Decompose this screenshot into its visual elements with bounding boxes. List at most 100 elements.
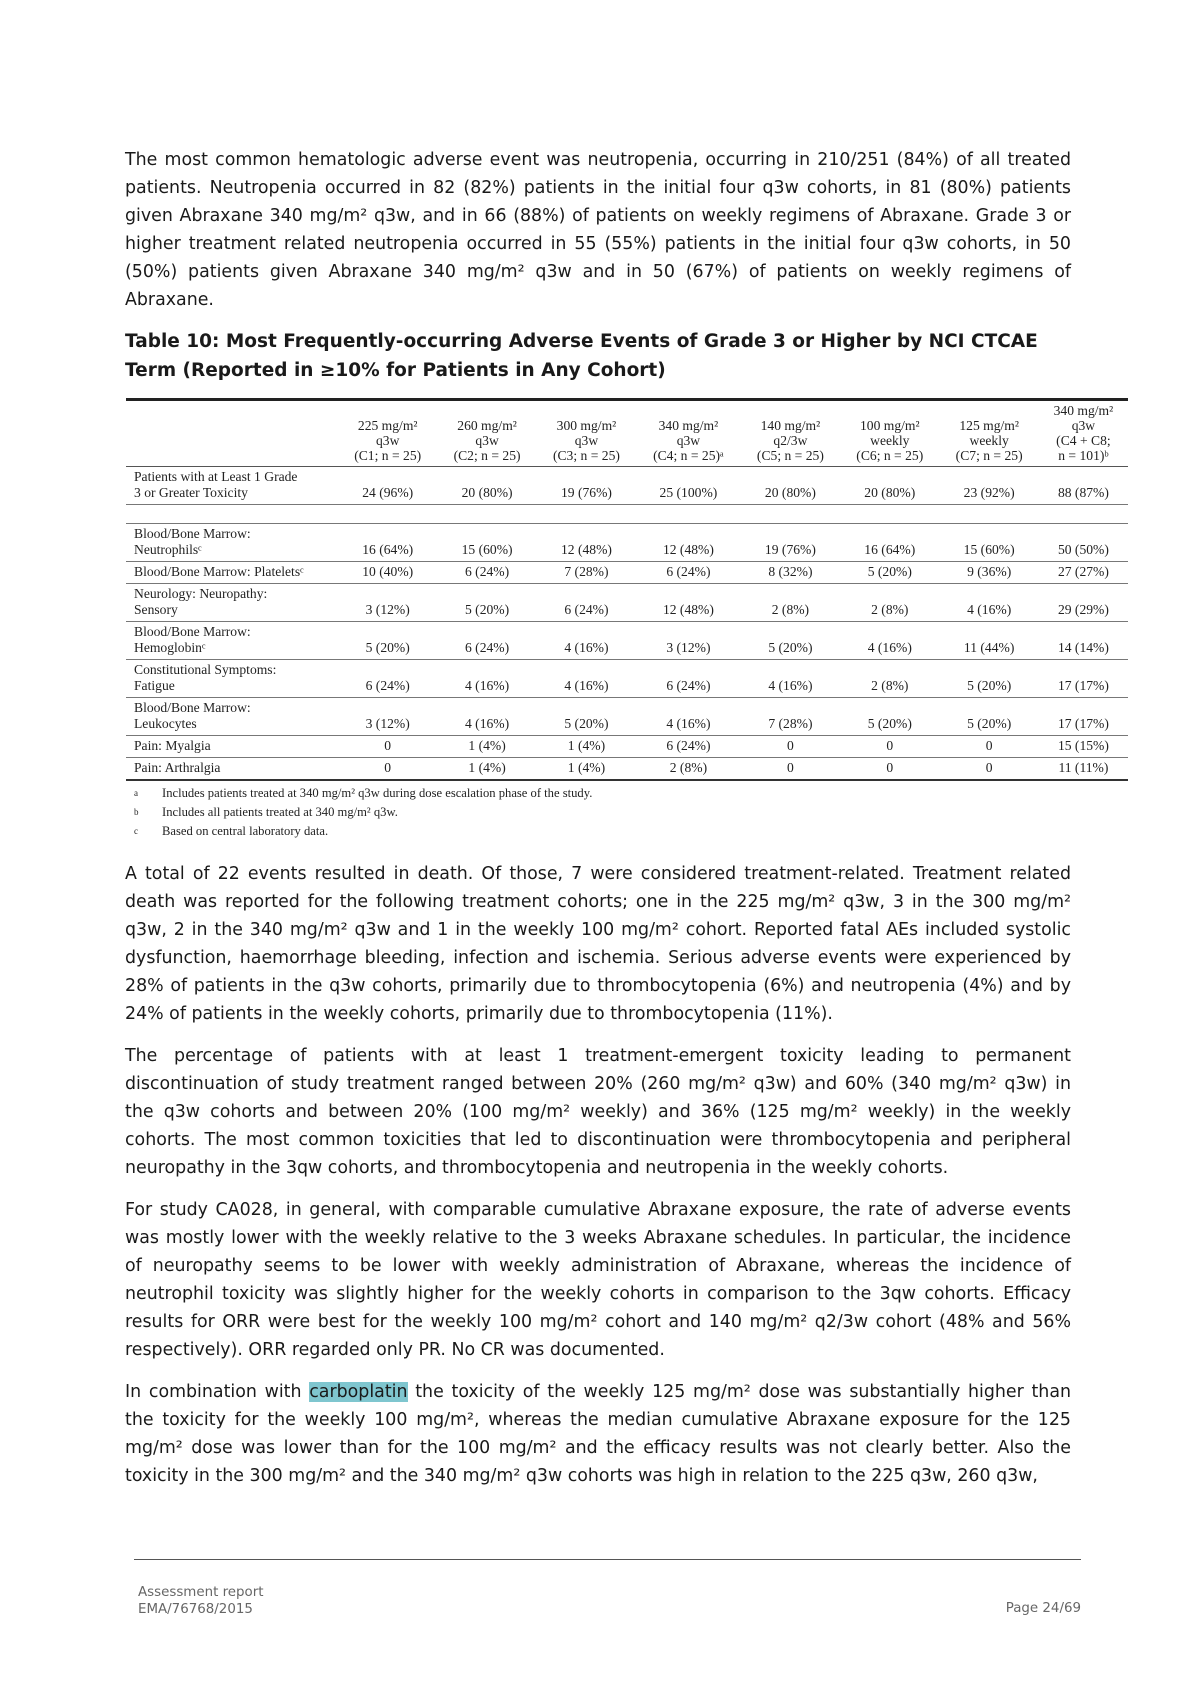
table-cell: 16 (64%) bbox=[864, 542, 916, 557]
table-cell: 12 (48%) bbox=[662, 602, 714, 617]
table-cell: 15 (60%) bbox=[461, 542, 513, 557]
table-cell: 5 (20%) bbox=[867, 564, 912, 579]
col-header: 225 mg/m² q3w (C1; n = 25) bbox=[354, 418, 422, 463]
row-label: Blood/Bone Marrow: Neutrophilsᶜ bbox=[134, 526, 251, 557]
col-header: 340 mg/m² q3w (C4; n = 25)ᵃ bbox=[653, 418, 724, 463]
table-cell: 11 (11%) bbox=[1058, 760, 1109, 775]
table-cell: 7 (28%) bbox=[768, 716, 813, 731]
table-cell: 23 (92%) bbox=[963, 485, 1015, 500]
table-cell: 15 (15%) bbox=[1057, 738, 1109, 753]
highlighted-term: carboplatin bbox=[309, 1382, 408, 1402]
footer-doc-type: Assessment report bbox=[138, 1585, 264, 1600]
table-cell: 0 bbox=[384, 760, 392, 775]
table-cell: 19 (76%) bbox=[764, 542, 816, 557]
table-cell: 3 (12%) bbox=[365, 716, 410, 731]
table-cell: 20 (80%) bbox=[461, 485, 513, 500]
table-cell: 20 (80%) bbox=[864, 485, 916, 500]
table-cell: 4 (16%) bbox=[867, 640, 912, 655]
table-cell: 16 (64%) bbox=[362, 542, 414, 557]
table-cell: 2 (8%) bbox=[771, 602, 810, 617]
table-header-row: 225 mg/m² q3w (C1; n = 25) 260 mg/m² q3w (C2… bbox=[126, 399, 1128, 467]
page-footer: Assessment report EMA/76768/2015 Page 24… bbox=[134, 1559, 1081, 1620]
table-row: Constitutional Symptoms: Fatigue 6 (24%) … bbox=[126, 660, 1128, 698]
table-cell: 1 (4%) bbox=[567, 738, 606, 753]
table-cell: 2 (8%) bbox=[871, 602, 909, 617]
footnote: a Includes patients treated at 340 mg/m² … bbox=[134, 786, 593, 800]
table-cell: 5 (20%) bbox=[768, 640, 813, 655]
table-cell: 0 bbox=[886, 738, 894, 753]
row-label: Pain: Myalgia bbox=[134, 738, 211, 753]
table-row: Blood/Bone Marrow: Plateletsᶜ 10 (40%) 6… bbox=[126, 562, 1128, 584]
footer-doc-id: EMA/76768/2015 bbox=[138, 1602, 253, 1617]
table-cell: 4 (16%) bbox=[564, 678, 609, 693]
row-label: Pain: Arthralgia bbox=[134, 760, 221, 775]
table-row: Blood/Bone Marrow: Hemoglobinᶜ 5 (20%) 6 … bbox=[126, 622, 1128, 660]
table-cell: 2 (8%) bbox=[871, 678, 909, 693]
footnote: c Based on central laboratory data. bbox=[134, 824, 329, 838]
table-cell: 6 (24%) bbox=[365, 678, 410, 693]
table-cell: 0 bbox=[886, 760, 894, 775]
paragraph-neutropenia: The most common hematologic adverse even… bbox=[125, 150, 1071, 310]
row-label: Blood/Bone Marrow: Leukocytes bbox=[134, 700, 251, 731]
row-label: Blood/Bone Marrow: Plateletsᶜ bbox=[134, 564, 304, 579]
table-cell: 4 (16%) bbox=[768, 678, 813, 693]
table-cell: 27 (27%) bbox=[1057, 564, 1109, 579]
table-row: Pain: Arthralgia 0 1 (4%) 1 (4%) 2 (8%) … bbox=[126, 758, 1128, 780]
table-cell: 4 (16%) bbox=[967, 602, 1012, 617]
table-cell: 12 (48%) bbox=[560, 542, 612, 557]
table-cell: 10 (40%) bbox=[362, 564, 414, 579]
paragraph-deaths: A total of 22 events resulted in death. … bbox=[125, 864, 1071, 1024]
col-header: 140 mg/m² q2/3w (C5; n = 25) bbox=[756, 418, 824, 463]
footnote: b Includes all patients treated at 340 mg… bbox=[134, 805, 398, 819]
table-cell: 7 (28%) bbox=[564, 564, 609, 579]
table-cell: 29 (29%) bbox=[1057, 602, 1109, 617]
table-cell: 11 (44%) bbox=[963, 640, 1015, 655]
table-cell: 3 (12%) bbox=[365, 602, 410, 617]
table-row: Patients with at Least 1 Grade 3 or Great… bbox=[126, 467, 1128, 505]
row-label: Blood/Bone Marrow: Hemoglobinᶜ bbox=[134, 624, 251, 655]
page-number: Page 24/69 bbox=[1005, 1601, 1081, 1616]
table-cell: 6 (24%) bbox=[464, 564, 510, 579]
table-footnotes: a Includes patients treated at 340 mg/m² … bbox=[126, 784, 1128, 841]
col-header: 100 mg/m² weekly (C6; n = 25) bbox=[856, 418, 924, 463]
table-cell: 6 (24%) bbox=[666, 738, 711, 753]
table-cell: 0 bbox=[985, 738, 993, 753]
table-cell: 15 (60%) bbox=[963, 542, 1015, 557]
table-cell: 6 (24%) bbox=[464, 640, 510, 655]
row-label: Neurology: Neuropathy: Sensory bbox=[134, 586, 268, 617]
table-cell: 24 (96%) bbox=[362, 485, 414, 500]
table-cell: 5 (20%) bbox=[464, 602, 510, 617]
table-row: Neurology: Neuropathy: Sensory 3 (12%) 5 … bbox=[126, 584, 1128, 622]
table-cell: 5 (20%) bbox=[967, 678, 1012, 693]
table-cell: 0 bbox=[787, 760, 794, 775]
paragraph-discontinuation: The percentage of patients with at least… bbox=[125, 1046, 1071, 1178]
table-row: Pain: Myalgia 0 1 (4%) 1 (4%) 6 (24%) 0 … bbox=[126, 736, 1128, 758]
table-cell: 17 (17%) bbox=[1057, 678, 1109, 693]
adverse-events-table: 225 mg/m² q3w (C1; n = 25) 260 mg/m² q3w (C2… bbox=[126, 398, 1128, 841]
table-cell: 12 (48%) bbox=[662, 542, 714, 557]
table-cell: 6 (24%) bbox=[666, 564, 711, 579]
table-cell: 19 (76%) bbox=[560, 485, 612, 500]
table-cell: 8 (32%) bbox=[768, 564, 813, 579]
row-label: Constitutional Symptoms: Fatigue bbox=[134, 662, 277, 693]
table-cell: 3 (12%) bbox=[666, 640, 711, 655]
table-cell: 5 (20%) bbox=[867, 716, 912, 731]
table-cell: 4 (16%) bbox=[464, 678, 510, 693]
table-cell: 6 (24%) bbox=[564, 602, 609, 617]
table-caption: Table 10: Most Frequently-occurring Adve… bbox=[125, 331, 1038, 381]
table-cell: 4 (16%) bbox=[564, 640, 609, 655]
col-header: 125 mg/m² weekly (C7; n = 25) bbox=[955, 418, 1023, 463]
table-cell: 9 (36%) bbox=[967, 564, 1012, 579]
table-cell: 6 (24%) bbox=[666, 678, 711, 693]
table-cell: 5 (20%) bbox=[564, 716, 609, 731]
table-row: Blood/Bone Marrow: Leukocytes 3 (12%) 4 (… bbox=[126, 698, 1128, 736]
table-cell: 1 (4%) bbox=[468, 738, 506, 753]
table-cell: 1 (4%) bbox=[468, 760, 506, 775]
table-cell: 88 (87%) bbox=[1057, 485, 1109, 500]
table-cell: 25 (100%) bbox=[659, 485, 718, 500]
table-cell: 0 bbox=[787, 738, 794, 753]
col-header: 300 mg/m² q3w (C3; n = 25) bbox=[552, 418, 620, 463]
table-cell: 2 (8%) bbox=[669, 760, 708, 775]
table-cell: 1 (4%) bbox=[567, 760, 606, 775]
table-cell: 4 (16%) bbox=[464, 716, 510, 731]
